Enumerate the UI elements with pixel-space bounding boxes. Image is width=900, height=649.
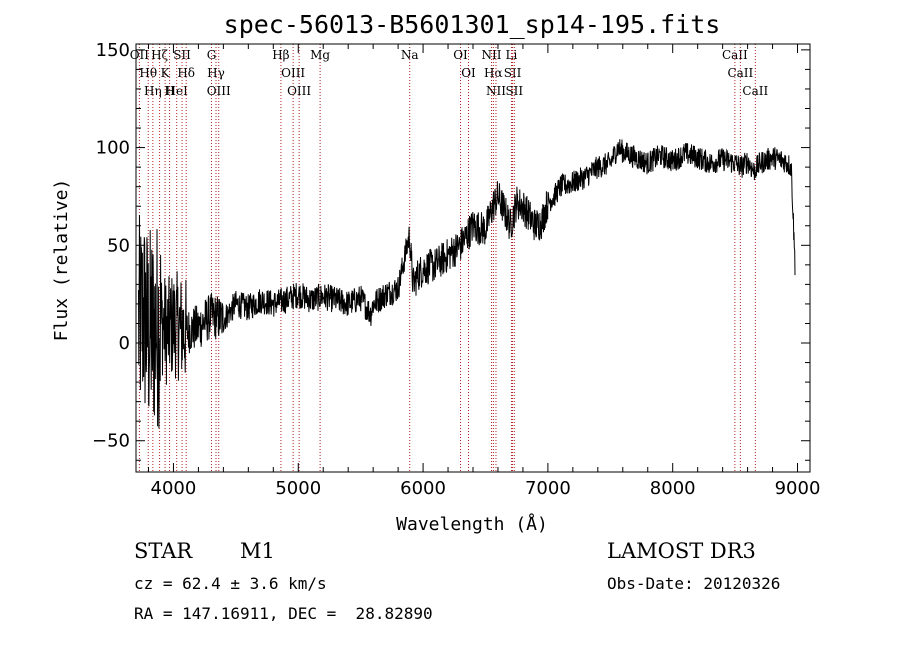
- spectral-line-label: Hη: [144, 84, 162, 98]
- y-tick-label: 150: [96, 40, 130, 61]
- y-tick-label: 50: [107, 235, 130, 256]
- observation-date: Obs-Date: 20120326: [607, 574, 781, 593]
- y-tick-label: −50: [92, 431, 130, 452]
- spectral-line-label: CaII: [722, 48, 748, 62]
- object-class: STAR: [134, 539, 193, 563]
- spectral-line-label: Hδ: [177, 66, 195, 80]
- coordinates: RA = 147.16911, DEC = 28.82890: [134, 604, 433, 623]
- redshift-line: cz = 62.4 ± 3.6 km/s: [134, 574, 327, 593]
- spectral-line-label: Hβ: [272, 48, 289, 62]
- flux-series-line: [138, 139, 796, 429]
- x-tick-label: 4000: [151, 478, 197, 499]
- y-tick-label: 0: [119, 333, 130, 354]
- spectral-line-label: NII: [481, 48, 501, 62]
- spectral-line-label: NII: [486, 84, 506, 98]
- spectral-line-label: Na: [401, 48, 419, 62]
- x-axis-label: Wavelength (Å): [396, 513, 548, 535]
- spectral-line-label: Mg: [310, 48, 330, 62]
- spectral-line-label: OI: [461, 66, 476, 80]
- x-axis: 4000 5000 6000 7000 8000 9000: [147, 44, 821, 499]
- spectral-line-label: H: [164, 84, 174, 98]
- object-subclass: M1: [240, 539, 275, 563]
- spectral-line-label: OIII: [281, 66, 305, 80]
- spectral-line-label: OII: [130, 48, 150, 62]
- survey-name: LAMOST DR3: [607, 539, 756, 563]
- plot-frame: [135, 43, 811, 473]
- spectral-line-label: OI: [453, 48, 468, 62]
- x-tick-label: 7000: [525, 478, 571, 499]
- spectral-line-label: K: [161, 66, 171, 80]
- spectral-line-label: Hγ: [207, 66, 225, 80]
- spectral-line-label: Hα: [484, 66, 503, 80]
- y-axis: −50 0 50 100 150: [92, 40, 810, 461]
- spectral-line-label: OIII: [207, 84, 231, 98]
- y-axis-label: Flux (relative): [51, 179, 72, 342]
- spectral-line-label: HeI: [166, 84, 189, 98]
- spectral-line-label: Hθ: [139, 66, 157, 80]
- spectral-line-label: CaII: [727, 66, 753, 80]
- spectral-line-label: SII: [504, 66, 522, 80]
- spectral-line-label: SII: [173, 48, 191, 62]
- x-tick-label: 8000: [650, 478, 696, 499]
- spectral-line-label: OIII: [287, 84, 311, 98]
- x-tick-label: 5000: [275, 478, 321, 499]
- spectral-line-label: G: [207, 48, 217, 62]
- x-tick-label: 6000: [400, 478, 446, 499]
- spectral-line-label: SII: [505, 84, 523, 98]
- spectral-line-label: Hζ: [151, 48, 168, 62]
- x-tick-label: 9000: [775, 478, 821, 499]
- chart-title: spec-56013-B5601301_sp14-195.fits: [224, 10, 721, 39]
- spectral-line-label: CaII: [742, 84, 768, 98]
- y-tick-label: 100: [96, 138, 130, 159]
- spectral-line-label: Li: [506, 48, 518, 62]
